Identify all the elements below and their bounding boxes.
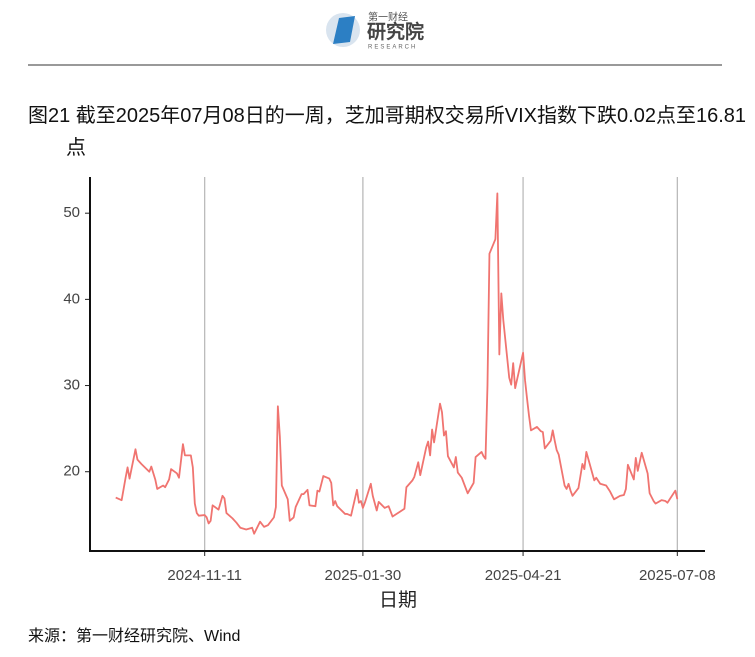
logo-cn: 第一财经: [368, 11, 408, 24]
y-tick-label: 50: [63, 204, 80, 221]
x-tick-label: 2025-07-08: [639, 567, 716, 584]
x-tick-label: 2024-11-11: [167, 567, 242, 584]
y-tick-label: 40: [63, 290, 80, 307]
logo-en: RESEARCH: [368, 45, 417, 51]
logo: 第一财经 研究院 RESEARCH: [326, 11, 424, 51]
x-axis-label: 日期: [379, 589, 417, 611]
y-tick-label: 20: [63, 463, 80, 480]
data-line: [115, 192, 679, 535]
source-note: 来源：第一财经研究院、Wind: [28, 628, 241, 645]
x-tick-label: 2025-04-21: [485, 567, 562, 584]
x-tick-label: 2025-01-30: [325, 567, 402, 584]
logo-main: 研究院: [367, 20, 424, 43]
logo-icon: [333, 16, 355, 44]
y-tick-label: 30: [63, 377, 80, 394]
chart-title: 图21 截至2025年07月08日的一周，芝加哥期权交易所VIX指数下跌0.02…: [28, 105, 746, 159]
